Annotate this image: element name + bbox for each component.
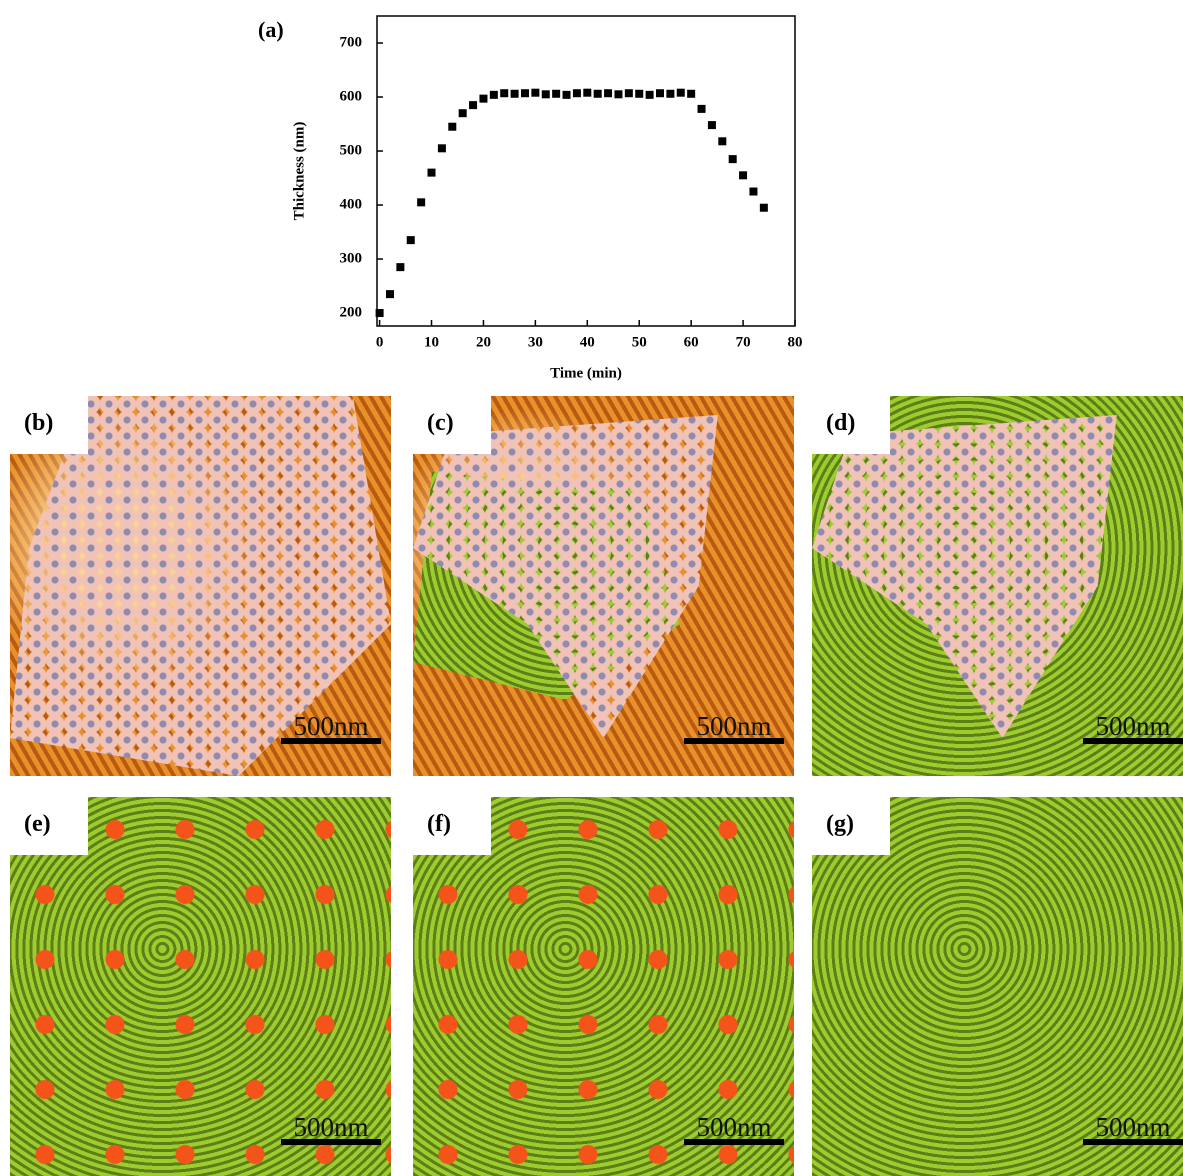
- data-point: [635, 90, 643, 98]
- panel-label: (c): [413, 396, 491, 454]
- panel-label: (d): [812, 396, 890, 454]
- data-point: [583, 89, 591, 97]
- data-point: [531, 89, 539, 97]
- data-point: [386, 290, 394, 298]
- data-point: [729, 155, 737, 163]
- data-point: [438, 144, 446, 152]
- data-point: [749, 188, 757, 196]
- y-tick-label: 300: [340, 250, 363, 266]
- data-point: [698, 105, 706, 113]
- data-point: [687, 90, 695, 98]
- scale-bar: [684, 738, 784, 744]
- panel-label: (b): [10, 396, 88, 454]
- data-point: [511, 90, 519, 98]
- data-point: [656, 89, 664, 97]
- y-axis-label: Thickness (nm): [291, 122, 307, 221]
- data-point: [521, 89, 529, 97]
- x-tick-label: 20: [476, 334, 491, 350]
- y-tick-label: 400: [340, 196, 363, 212]
- data-point: [448, 123, 456, 131]
- data-point: [614, 90, 622, 98]
- data-point: [459, 109, 467, 117]
- data-point: [479, 95, 487, 103]
- x-tick-label: 10: [424, 334, 439, 350]
- x-tick-label: 30: [528, 334, 543, 350]
- micrograph: (b)500nm: [10, 396, 391, 776]
- data-point: [666, 90, 674, 98]
- scale-bar: [281, 738, 381, 744]
- micrograph: (e)500nm: [10, 797, 391, 1176]
- data-point: [552, 90, 560, 98]
- data-point: [677, 89, 685, 97]
- data-point: [646, 91, 654, 99]
- data-point: [604, 89, 612, 97]
- scale-bar: [1083, 738, 1183, 744]
- data-point: [407, 236, 415, 244]
- data-point: [469, 101, 477, 109]
- y-tick-label: 700: [340, 34, 363, 50]
- panel-label: (e): [10, 797, 88, 855]
- panel-label: (a): [258, 17, 284, 42]
- micrograph: (d)500nm: [812, 396, 1183, 776]
- data-point: [542, 90, 550, 98]
- scale-bar: [684, 1139, 784, 1145]
- data-point: [594, 90, 602, 98]
- scale-bar: [281, 1139, 381, 1145]
- data-point: [760, 204, 768, 212]
- panel-label: (f): [413, 797, 491, 855]
- data-point: [573, 89, 581, 97]
- data-point: [417, 198, 425, 206]
- data-point: [500, 89, 508, 97]
- y-tick-label: 600: [340, 88, 363, 104]
- data-point: [708, 121, 716, 129]
- data-point: [376, 309, 384, 317]
- data-point: [396, 263, 404, 271]
- micrograph: (f)500nm: [413, 797, 794, 1176]
- scale-bar: [1083, 1139, 1183, 1145]
- micrograph: (c)500nm: [413, 396, 794, 776]
- chart: (a) Time (min) Thickness (nm) 0 10 20 30 40 5…: [0, 0, 1183, 390]
- x-tick-label: 0: [376, 334, 384, 350]
- data-point: [718, 137, 726, 145]
- x-tick-label: 70: [736, 334, 751, 350]
- panel-label: (g): [812, 797, 890, 855]
- x-tick-label: 40: [580, 334, 595, 350]
- y-tick-label: 500: [340, 142, 363, 158]
- micrograph: (g)500nm: [812, 797, 1183, 1176]
- data-point: [625, 89, 633, 97]
- x-tick-label: 50: [632, 334, 647, 350]
- data-point: [490, 91, 498, 99]
- data-point: [739, 171, 747, 179]
- x-tick-label: 60: [684, 334, 699, 350]
- x-tick-label: 80: [788, 334, 803, 350]
- plot-frame: [377, 16, 795, 326]
- y-tick-label: 200: [340, 304, 363, 320]
- data-point: [563, 91, 571, 99]
- figure: (a) Time (min) Thickness (nm) 0 10 20 30 40 5…: [0, 0, 1183, 1176]
- x-axis-label: Time (min): [550, 365, 622, 381]
- data-point: [428, 169, 436, 177]
